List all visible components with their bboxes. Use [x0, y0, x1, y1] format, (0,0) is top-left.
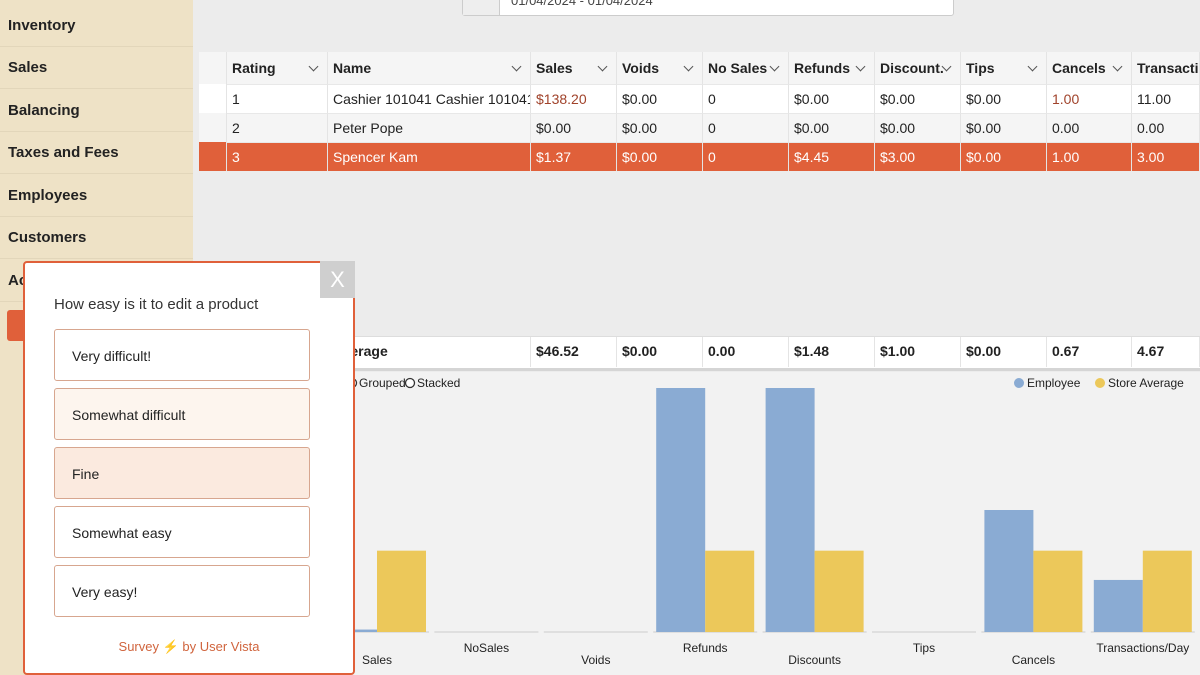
table-cell: 0 [703, 113, 789, 142]
category-label: Voids [581, 653, 610, 667]
button[interactable] [7, 310, 27, 341]
column-header[interactable]: Name [328, 52, 531, 84]
table-cell: $0.00 [961, 113, 1047, 142]
table-cell: $0.00 [531, 113, 617, 142]
footer-cell: $0.00 [961, 337, 1047, 367]
table-cell: 3 [227, 142, 328, 171]
table-cell: $0.00 [789, 113, 875, 142]
footer-cell: $1.48 [789, 337, 875, 367]
category-label: Refunds [683, 641, 728, 655]
footer-cell: $0.00 [617, 337, 703, 367]
close-button[interactable]: X [320, 261, 355, 298]
table-cell: 2 [227, 113, 328, 142]
table-cell: $0.00 [617, 142, 703, 171]
category-label: Discounts [788, 653, 841, 667]
table-cell: Spencer Kam [328, 142, 531, 171]
survey-option[interactable]: Somewhat easy [54, 506, 310, 558]
calendar-icon [463, 0, 500, 15]
row-cell [199, 84, 227, 113]
row-cell [199, 142, 227, 171]
legend-swatch [1014, 378, 1024, 388]
table-cell: 0 [703, 84, 789, 113]
table-cell: 1 [227, 84, 328, 113]
table-cell: Peter Pope [328, 113, 531, 142]
table-cell: 0.00 [1047, 113, 1132, 142]
menu-item[interactable]: Taxes and Fees [0, 132, 193, 174]
table-cell: 0 [703, 142, 789, 171]
header-cell [199, 52, 227, 84]
survey-option[interactable]: Very difficult! [54, 329, 310, 381]
survey-option[interactable]: Somewhat difficult [54, 388, 310, 440]
menu-item[interactable]: Sales [0, 47, 193, 89]
survey-footer: Survey ⚡ by User Vista [118, 639, 260, 654]
bar [705, 550, 755, 632]
column-header[interactable]: Rating [227, 52, 328, 84]
table-cell: 1.00 [1047, 142, 1132, 171]
radio-label: Stacked [417, 376, 460, 390]
table-cell: $4.45 [789, 142, 875, 171]
menu-item[interactable]: Inventory [0, 5, 193, 47]
radio [404, 377, 416, 389]
date-range[interactable]: 01/04/2024 - 01/04/2024 [462, 0, 954, 16]
column-header[interactable]: Tips [961, 52, 1047, 84]
table-cell: $0.00 [961, 84, 1047, 113]
footer-cell: 0.67 [1047, 337, 1132, 367]
menu-item[interactable]: Balancing [0, 90, 193, 132]
bar [765, 388, 815, 632]
column-header[interactable]: No Sales [703, 52, 789, 84]
bar [814, 550, 864, 632]
table-cell: $0.00 [617, 113, 703, 142]
question: How easy is it to edit a product [54, 296, 259, 313]
legend-swatch [1095, 378, 1105, 388]
table-cell: $0.00 [789, 84, 875, 113]
survey-option[interactable]: Fine [54, 447, 310, 499]
legend-label: Employee [1027, 376, 1081, 390]
date-text: 01/04/2024 - 01/04/2024 [511, 0, 653, 8]
survey: X How easy is it to edit a product Surve… [23, 261, 355, 675]
menu-item[interactable]: Employees [0, 175, 193, 217]
category-label: NoSales [464, 641, 509, 655]
table-cell: $0.00 [961, 142, 1047, 171]
table-cell: 3.00 [1132, 142, 1200, 171]
bar [984, 510, 1034, 632]
row-cell [199, 113, 227, 142]
bar [1093, 579, 1143, 632]
table-cell: 0.00 [1132, 113, 1200, 142]
table-cell: $1.37 [531, 142, 617, 171]
column-header[interactable]: Cancels [1047, 52, 1132, 84]
column-header[interactable]: Refunds [789, 52, 875, 84]
category-label: Cancels [1012, 653, 1055, 667]
bar [1142, 550, 1192, 632]
table: Rating Name Sales Voids No Sales Refunds Disco… [199, 52, 1200, 372]
category-label: Transactions/Day [1096, 641, 1189, 655]
column-header[interactable]: Discount. [875, 52, 961, 84]
radio-label: Grouped [359, 376, 406, 390]
bar [656, 388, 706, 632]
table-cell: $138.20 [531, 84, 617, 113]
table-cell: $0.00 [617, 84, 703, 113]
legend-label: Store Average [1108, 376, 1184, 390]
column-header[interactable]: Transacti [1132, 52, 1200, 84]
table-cell: $0.00 [875, 113, 961, 142]
footer-cell: 4.67 [1132, 337, 1200, 367]
table-cell: 1.00 [1047, 84, 1132, 113]
footer-cell: 0.00 [703, 337, 789, 367]
category-label: Tips [913, 641, 935, 655]
footer-cell: $1.00 [875, 337, 961, 367]
menu-item[interactable]: Customers [0, 217, 193, 259]
table-cell: 11.00 [1132, 84, 1200, 113]
table-cell: $3.00 [875, 142, 961, 171]
bar [377, 550, 426, 632]
category-label: Sales [362, 653, 392, 667]
footer-cell: $46.52 [531, 337, 617, 367]
bar [1033, 550, 1083, 632]
column-header[interactable]: Sales [531, 52, 617, 84]
survey-option[interactable]: Very easy! [54, 565, 310, 617]
footer-cell: Average [328, 337, 531, 367]
table-cell: $0.00 [875, 84, 961, 113]
column-header[interactable]: Voids [617, 52, 703, 84]
table-cell: Cashier 101041 Cashier 101041 [328, 84, 531, 113]
